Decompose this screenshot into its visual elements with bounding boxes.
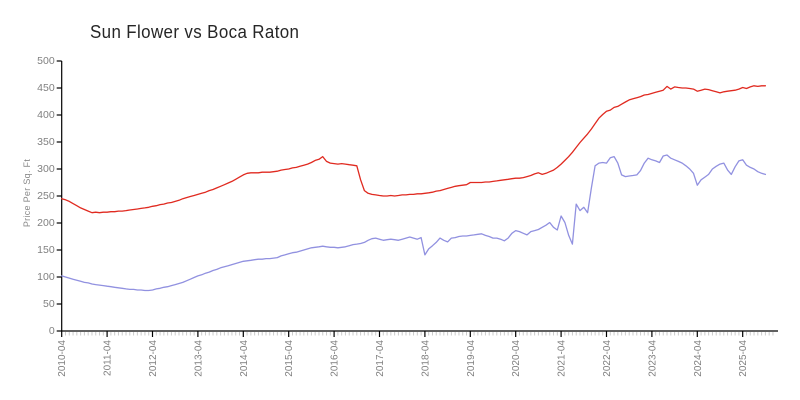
y-tick-label: 350 <box>37 136 55 148</box>
y-axis-label: Price Per Sq. Ft <box>22 158 32 228</box>
y-tick-label: 300 <box>37 163 55 175</box>
chart-title: Sun Flower vs Boca Raton <box>90 22 300 42</box>
y-tick-label: 50 <box>43 298 55 310</box>
y-tick-label: 500 <box>37 55 55 67</box>
y-tick-label: 100 <box>37 271 55 283</box>
x-tick-label: 2017-04 <box>375 340 386 377</box>
x-tick-label: 2010-04 <box>57 340 68 377</box>
x-tick-label: 2016-04 <box>330 340 341 377</box>
x-tick-label: 2024-04 <box>693 340 704 377</box>
x-tick-label: 2015-04 <box>284 340 295 377</box>
x-tick-label: 2012-04 <box>148 340 159 377</box>
x-tick-label: 2023-04 <box>647 340 658 377</box>
y-tick-label: 200 <box>37 217 55 229</box>
x-tick-label: 2014-04 <box>239 340 250 377</box>
series-line-sun-flower <box>61 85 767 214</box>
x-tick-label: 2021-04 <box>557 340 568 377</box>
y-tick-label: 0 <box>49 325 55 337</box>
y-tick-label: 400 <box>37 109 55 121</box>
x-tick-label: 2019-04 <box>466 340 477 377</box>
y-tick-label: 450 <box>37 82 55 94</box>
y-tick-label: 250 <box>37 190 55 202</box>
x-tick-label: 2013-04 <box>193 340 204 377</box>
y-tick-label: 150 <box>37 244 55 256</box>
x-tick-label: 2022-04 <box>602 340 613 377</box>
series-line-boca-raton <box>61 154 767 292</box>
x-tick-label: 2025-04 <box>738 340 749 377</box>
x-tick-label: 2018-04 <box>420 340 431 377</box>
x-tick-label: 2011-04 <box>103 340 114 376</box>
x-tick-label: 2020-04 <box>511 340 522 377</box>
